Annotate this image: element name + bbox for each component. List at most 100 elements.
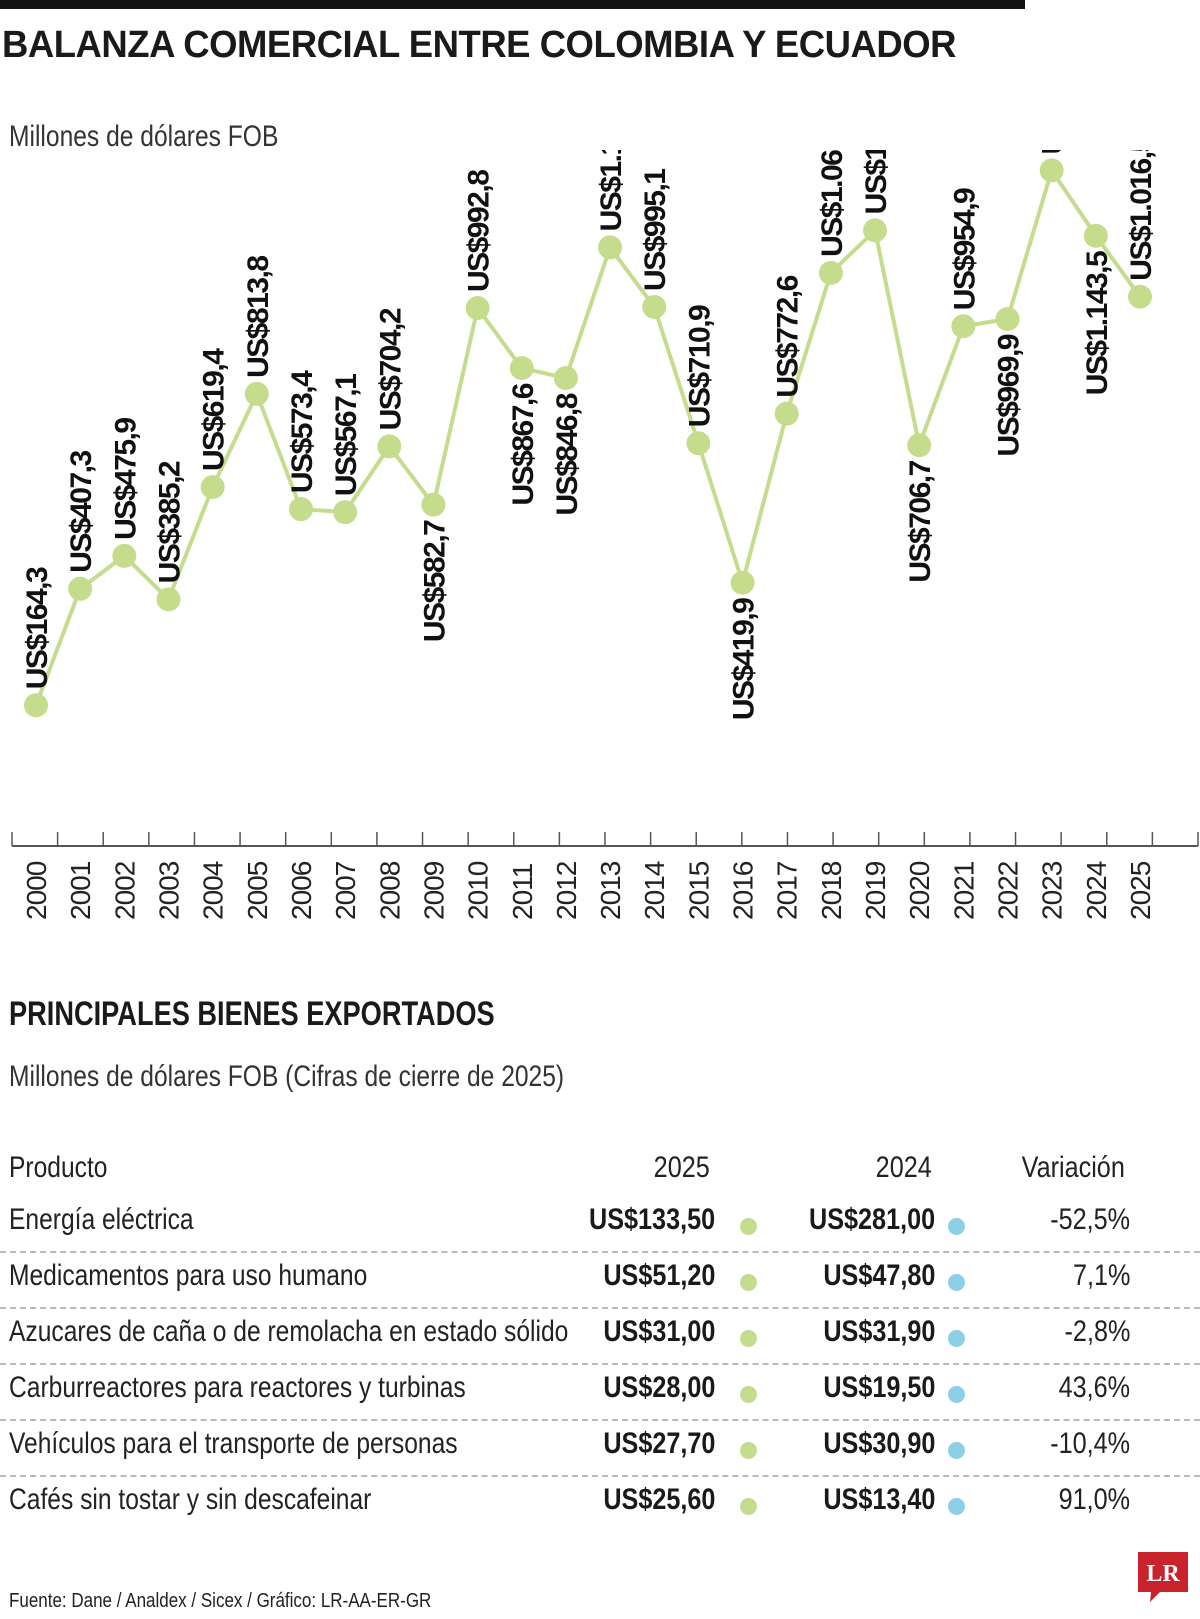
variation-value: 91,0% (1058, 1483, 1130, 1516)
data-point (465, 296, 490, 321)
value-2025: US$51,20 (602, 1259, 715, 1292)
value-2025: US$133,50 (588, 1203, 715, 1236)
exports-subtitle: Millones de dólares FOB (Cifras de cierr… (9, 1060, 565, 1093)
value-2025: US$25,60 (602, 1483, 715, 1516)
lr-logo: LR (1138, 1552, 1188, 1602)
value-2024: US$47,80 (822, 1259, 935, 1292)
x-tick-label: 2003 (153, 861, 184, 920)
value-2024: US$281,00 (808, 1203, 935, 1236)
data-point (774, 401, 799, 426)
data-point (24, 693, 48, 718)
x-tick-label: 2023 (1037, 861, 1068, 920)
data-point (1128, 284, 1152, 309)
data-label: US$573,4 (286, 370, 319, 493)
variation-value: -52,5% (1050, 1203, 1130, 1236)
x-tick-label: 2018 (816, 861, 847, 920)
product-name: Energía eléctrica (9, 1203, 194, 1236)
data-point (1083, 223, 1108, 248)
value-2024: US$31,90 (822, 1315, 935, 1348)
table-row: Medicamentos para uso humano US$51,20 US… (0, 1253, 1200, 1309)
page-title: BALANZA COMERCIAL ENTRE COLOMBIA Y ECUAD… (2, 24, 957, 66)
trade-balance-line-chart: US$164,3 2000 US$407,3 2001 US$475,9 2002 US$3… (11, 150, 1199, 920)
x-tick-label: 2024 (1081, 861, 1112, 920)
product-name: Vehículos para el transporte de personas (9, 1427, 458, 1460)
value-2024: US$19,50 (822, 1371, 935, 1404)
x-tick-label: 2002 (109, 861, 140, 920)
data-label: US$582,7 (418, 520, 451, 642)
x-tick-label: 2014 (639, 861, 670, 920)
data-label: US$1.066,1 (816, 150, 849, 257)
chart-unit-label: Millones de dólares FOB (9, 120, 279, 153)
data-label: US$164,3 (21, 567, 54, 689)
value-2025: US$31,00 (602, 1315, 715, 1348)
data-point (730, 570, 755, 595)
data-label: US$813,8 (242, 256, 275, 378)
value-2024: US$13,40 (822, 1483, 935, 1516)
x-tick-label: 2007 (330, 861, 361, 920)
x-tick-label: 2020 (904, 861, 935, 920)
table-row: Vehículos para el transporte de personas… (0, 1421, 1200, 1477)
header-variation: Variación (1021, 1151, 1125, 1184)
data-point (288, 497, 313, 522)
data-label: US$1.143,5 (1081, 251, 1114, 395)
variation-value: -2,8% (1064, 1315, 1130, 1348)
data-label: US$706,7 (904, 460, 937, 582)
data-label: US$1.279,9 (1037, 150, 1070, 154)
legend-dot-2025 (740, 1330, 757, 1347)
data-label: US$954,9 (948, 188, 981, 310)
data-point (598, 235, 623, 260)
exports-table: Producto 2025 2024 Variación Energía elé… (0, 1145, 1200, 1531)
data-point (244, 381, 269, 406)
data-label: US$1.119,3 (595, 150, 628, 231)
data-point (377, 434, 402, 459)
legend-dot-2025 (740, 1442, 757, 1459)
data-label: US$992,8 (463, 170, 496, 292)
data-point (156, 587, 181, 612)
variation-value: 43,6% (1058, 1371, 1130, 1404)
product-name: Cafés sin tostar y sin descafeinar (9, 1483, 372, 1516)
x-tick-label: 2009 (418, 861, 449, 920)
legend-dot-2024 (948, 1498, 965, 1515)
data-point (951, 314, 976, 339)
data-label: US$385,2 (153, 461, 186, 583)
data-point (642, 294, 667, 319)
table-row: Energía eléctrica US$133,50 US$281,00 -5… (0, 1197, 1200, 1253)
product-name: Carburreactores para reactores y turbina… (9, 1371, 466, 1404)
header-product: Producto (9, 1151, 108, 1184)
legend-dot-2024 (948, 1442, 965, 1459)
data-point (421, 492, 446, 517)
x-tick-label: 2010 (463, 861, 494, 920)
legend-dot-2025 (740, 1218, 757, 1235)
data-point (995, 307, 1020, 332)
table-row: Carburreactores para reactores y turbina… (0, 1365, 1200, 1421)
table-header-row: Producto 2025 2024 Variación (0, 1145, 1200, 1197)
x-tick-label: 2004 (198, 861, 229, 920)
data-label: US$704,2 (374, 308, 407, 430)
value-2024: US$30,90 (822, 1427, 935, 1460)
data-label: US$567,1 (330, 374, 363, 496)
legend-dot-2024 (948, 1386, 965, 1403)
legend-dot-2024 (948, 1274, 965, 1291)
x-tick-label: 2001 (65, 861, 96, 920)
x-tick-label: 2025 (1125, 861, 1156, 920)
x-tick-label: 2016 (728, 861, 759, 920)
legend-dot-2025 (740, 1498, 757, 1515)
data-label: US$772,6 (772, 275, 805, 397)
svg-text:LR: LR (1146, 1561, 1180, 1587)
legend-dot-2025 (740, 1386, 757, 1403)
data-point (686, 431, 711, 456)
x-tick-label: 2013 (595, 861, 626, 920)
x-tick-label: 2017 (772, 861, 803, 920)
data-point (1039, 158, 1064, 183)
data-label: US$475,9 (109, 418, 142, 540)
x-tick-label: 2019 (860, 861, 891, 920)
table-row: Cafés sin tostar y sin descafeinar US$25… (0, 1477, 1200, 1531)
product-name: Medicamentos para uso humano (9, 1259, 368, 1292)
data-point (112, 543, 137, 568)
table-row: Azucares de caña o de remolacha en estad… (0, 1309, 1200, 1365)
header-2024: 2024 (875, 1151, 932, 1184)
legend-dot-2024 (948, 1330, 965, 1347)
x-tick-label: 2021 (948, 861, 979, 920)
variation-value: -10,4% (1050, 1427, 1130, 1460)
data-label: US$710,9 (683, 305, 716, 427)
